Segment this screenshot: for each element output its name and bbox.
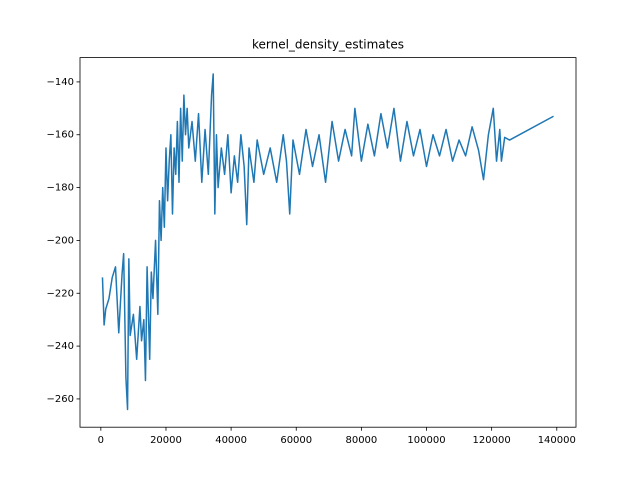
x-tick-label: 40000 [215,435,247,446]
x-tick-label: 120000 [473,435,511,446]
chart-title: kernel_density_estimates [252,38,404,52]
x-tick-label: 100000 [407,435,445,446]
y-tick-label: −240 [47,341,74,352]
axes-frame [79,57,577,428]
y-tick-label: −200 [47,235,74,246]
x-tick-label: 0 [98,435,104,446]
data-line [101,73,554,411]
x-tick-label: 60000 [280,435,312,446]
x-tick-label: 80000 [345,435,377,446]
y-tick-label: −180 [47,183,74,194]
x-tick-label: 140000 [538,435,576,446]
y-tick-label: −160 [47,130,74,141]
y-tick-label: −260 [47,394,74,405]
x-tick-label: 20000 [150,435,182,446]
y-tick-label: −140 [47,77,74,88]
y-tick-label: −220 [47,288,74,299]
